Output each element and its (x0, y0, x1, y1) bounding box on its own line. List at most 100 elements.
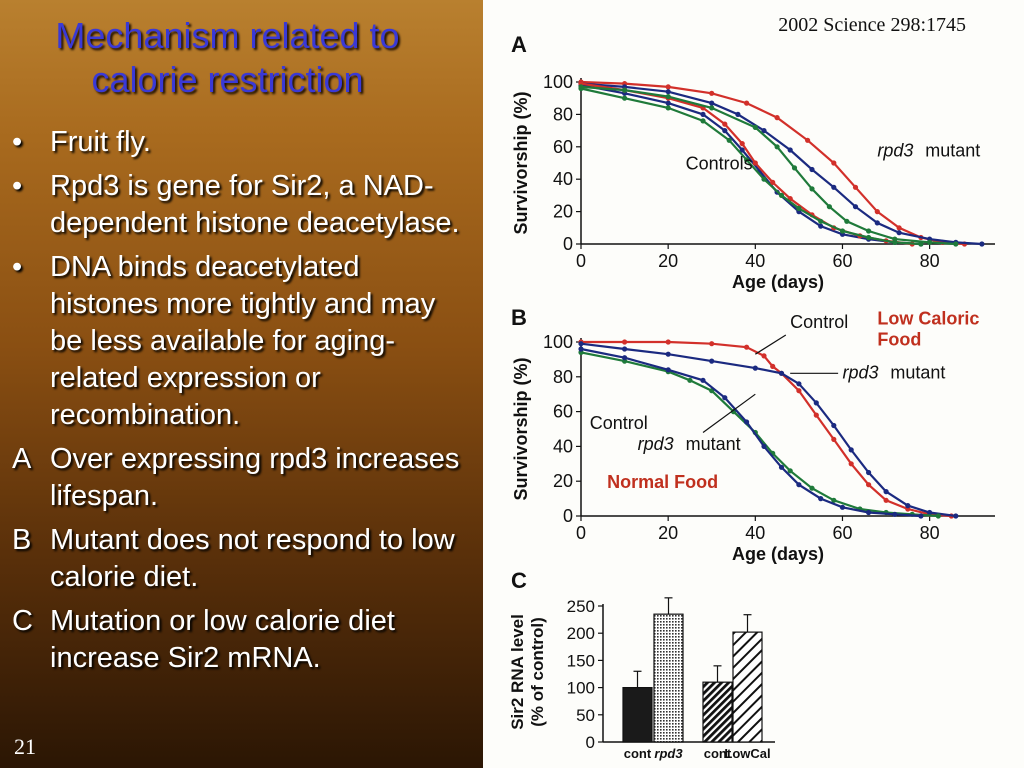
data-point (722, 395, 728, 401)
data-point (883, 497, 889, 503)
survival-chart-b: 0 20 40 60 80 0 20 40 60 80 100 Age (days) Survivors… (511, 309, 995, 564)
data-point (809, 166, 815, 173)
bar (653, 613, 684, 743)
figure-svg: A B C 0 20 40 60 80 0 20 40 60 80 100 Age (days) Sur… (508, 32, 995, 761)
data-point (761, 176, 767, 182)
data-point (831, 436, 837, 442)
bullet-text: Over expressing rpd3 increases lifespan. (50, 443, 460, 512)
y-tick-label: 20 (553, 202, 573, 222)
bullet-list: • Fruit fly. • Rpd3 is gene for Sir2, a NA… (12, 124, 474, 684)
y-tick-label: 80 (553, 367, 573, 387)
y-tick-label: 0 (586, 733, 595, 752)
data-point (665, 339, 671, 345)
data-point (700, 118, 706, 124)
annotation-label: rpd3 (842, 363, 878, 383)
category-label: rpd3 (654, 746, 683, 761)
bullet-item: • Rpd3 is gene for Sir2, a NAD-dependent … (12, 168, 474, 242)
title-line-2: calorie restriction (91, 59, 364, 100)
annotation-label: Control (790, 312, 848, 332)
bullet-item: C Mutation or low calorie diet increase S… (12, 603, 474, 677)
data-point (927, 509, 933, 516)
data-point (709, 90, 715, 96)
data-point (787, 147, 793, 153)
data-point (866, 469, 872, 476)
data-point (709, 341, 715, 347)
bullet-marker: B (12, 524, 32, 556)
data-point (883, 489, 889, 495)
y-tick-label: 250 (567, 597, 595, 616)
x-tick-label: 80 (920, 523, 940, 543)
y-tick-label: 20 (553, 471, 573, 491)
data-point (826, 204, 832, 210)
data-point (744, 100, 750, 106)
data-point (665, 105, 671, 111)
bullet-item: • DNA binds deacetylated histones more ti… (12, 249, 474, 434)
bar (622, 686, 653, 743)
data-point (866, 509, 872, 516)
y-tick-label: 0 (563, 234, 573, 254)
figure-panel: 2002 Science 298:1745 A B C 0 20 40 60 80 (483, 0, 1024, 768)
data-point (761, 353, 767, 359)
y-axis-label: (% of control) (528, 617, 547, 727)
annotation-label: mutant (890, 363, 945, 383)
annotation-label: Food (877, 329, 921, 349)
slide-title: Mechanism related to calorie restriction (0, 14, 455, 102)
data-point (927, 239, 933, 245)
data-point (709, 100, 715, 106)
annotation-label: Low Caloric (877, 309, 979, 329)
y-tick-label: 80 (553, 104, 573, 124)
bullet-text: Fruit fly. (50, 126, 151, 158)
pointer-arrow (754, 334, 787, 355)
data-point (739, 141, 745, 147)
data-point (796, 205, 802, 211)
series-line (580, 80, 965, 246)
data-point (752, 365, 758, 371)
data-point (818, 496, 824, 502)
data-point (844, 218, 850, 224)
data-point (831, 422, 837, 429)
data-point (700, 377, 706, 383)
data-point (953, 241, 959, 247)
bullet-text: Mutation or low calorie diet increase Si… (50, 605, 395, 674)
data-point (778, 192, 785, 198)
y-axis-label: Survivorship (%) (511, 357, 531, 500)
data-point (892, 236, 898, 242)
data-point (752, 124, 758, 130)
x-tick-label: 40 (745, 523, 765, 543)
data-point (778, 370, 785, 376)
data-point (848, 447, 854, 453)
data-point (622, 87, 628, 93)
data-point (739, 147, 745, 153)
survival-chart-a: 0 20 40 60 80 0 20 40 60 80 100 Age (days) Survivors… (511, 72, 995, 292)
data-point (918, 513, 924, 519)
data-point (935, 513, 941, 519)
data-point (852, 184, 859, 190)
data-point (622, 339, 628, 345)
data-point (805, 137, 811, 143)
y-tick-label: 60 (553, 402, 573, 422)
data-point (774, 115, 780, 121)
x-tick-label: 80 (920, 251, 940, 271)
data-point (848, 461, 854, 467)
panel-label-b: B (511, 305, 527, 330)
y-axis-label: Sir2 RNA level (508, 614, 527, 730)
data-point (892, 511, 898, 517)
series-line (580, 85, 956, 246)
data-point (761, 443, 767, 449)
data-point (665, 89, 671, 95)
data-point (578, 346, 584, 352)
data-point (770, 179, 776, 185)
y-tick-label: 40 (553, 436, 573, 456)
bullet-text: DNA binds deacetylated histones more tig… (50, 251, 436, 431)
x-tick-label: 20 (658, 523, 678, 543)
data-point (770, 363, 776, 369)
y-tick-label: 100 (543, 332, 573, 352)
data-point (665, 100, 671, 106)
bar (702, 681, 733, 743)
data-point (866, 234, 872, 241)
annotation-label: Controls (686, 153, 753, 173)
data-point (744, 344, 750, 350)
data-point (896, 230, 902, 236)
title-line-1: Mechanism related to (55, 15, 400, 56)
